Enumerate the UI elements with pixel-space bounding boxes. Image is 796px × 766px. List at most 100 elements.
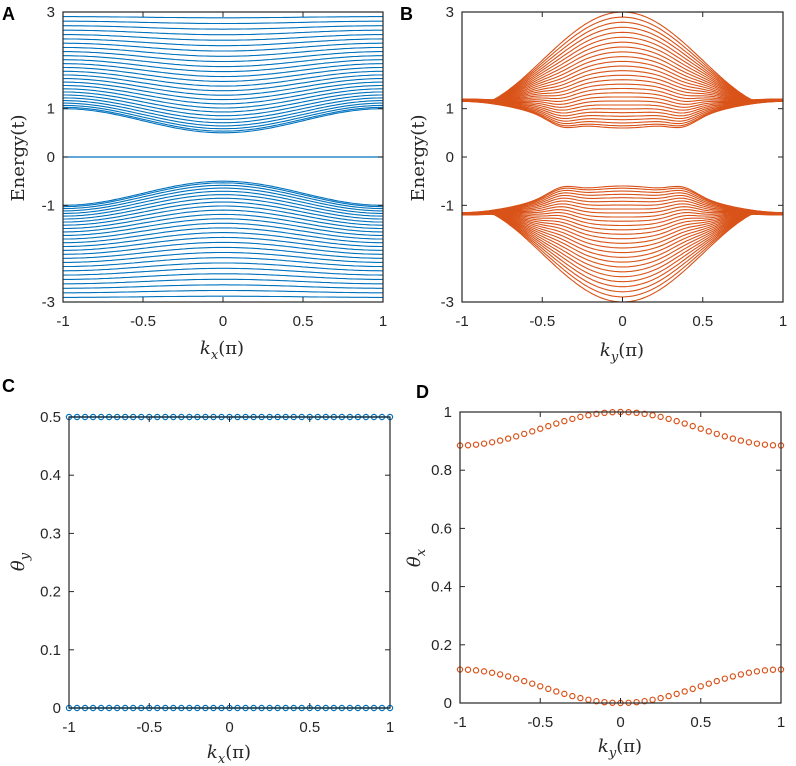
band-line: [462, 212, 783, 278]
y-tick-label: 0.4: [40, 467, 61, 484]
marker-lower: [753, 668, 761, 675]
band-line: [462, 213, 783, 302]
band-line: [462, 211, 783, 227]
marker-lower: [561, 690, 568, 698]
band-line: [462, 194, 783, 214]
marker-lower: [713, 677, 721, 685]
y-tick-label: -1: [441, 197, 454, 214]
panel-c: C -1 -0.5 0 0.5 1 0 0.1 0.2 0.3 0.4 0.5 kx(π) θy: [2, 376, 394, 766]
band-line: [63, 209, 383, 230]
x-tick-label: -1: [62, 719, 75, 736]
marker-lower: [705, 680, 712, 687]
band-line: [63, 197, 383, 220]
panel-letter-a: A: [2, 4, 15, 24]
marker-upper: [673, 417, 680, 425]
x-tick-label: 0: [618, 313, 626, 330]
band-line: [462, 206, 783, 214]
y-tick-label: 0: [47, 149, 55, 166]
axes-c: -1 -0.5 0 0.5 1 0 0.1 0.2 0.3 0.4 0.5: [40, 409, 394, 736]
marker-upper: [745, 439, 753, 446]
band-line: [462, 51, 783, 102]
band-line: [462, 100, 783, 122]
y-tick-label: 0.3: [40, 525, 61, 542]
band-line: [63, 232, 383, 248]
plot-area-d: [456, 408, 785, 707]
svg-text:θx: θx: [404, 548, 429, 567]
band-line: [462, 213, 783, 293]
marker-upper: [464, 442, 472, 449]
marker-lower: [657, 694, 664, 702]
band-line: [63, 289, 383, 294]
marker-upper: [585, 411, 592, 419]
band-line: [63, 236, 383, 251]
band-line: [462, 213, 783, 288]
y-axis-label-d-main: θ: [404, 556, 425, 567]
band-line: [63, 55, 383, 68]
band-line: [462, 31, 783, 101]
y-axis-label-c-sub: y: [18, 552, 33, 561]
band-line: [462, 192, 783, 214]
y-tick-label: 0: [446, 149, 454, 166]
axes-frame: [459, 411, 782, 704]
y-axis-label-b: Energy(t): [408, 115, 429, 202]
band-line: [462, 74, 783, 103]
y-tick-label: 0.6: [431, 520, 452, 537]
band-line: [462, 92, 783, 104]
band-line: [63, 182, 383, 208]
y-tick-label: 1: [446, 101, 454, 118]
x-tick-label: 1: [386, 719, 394, 736]
x-axis-label-c-main: k: [207, 742, 218, 763]
band-line: [63, 184, 383, 210]
x-axis-label-a-main: k: [200, 338, 211, 359]
band-line: [63, 273, 383, 280]
y-tick-label: 0: [53, 700, 61, 717]
band-line: [63, 284, 383, 289]
band-line: [462, 211, 783, 231]
band-line: [462, 189, 783, 214]
x-axis-label-b-sub: y: [610, 350, 619, 365]
marker-upper: [561, 417, 568, 425]
band-line: [462, 213, 783, 298]
band-line: [63, 262, 383, 272]
marker-lower: [529, 680, 536, 687]
plot-area-b: [462, 12, 783, 302]
band-line: [63, 42, 383, 52]
axes-frame: [461, 11, 784, 303]
marker-lower: [537, 683, 544, 690]
marker-lower: [673, 690, 680, 698]
panel-letter-b: B: [400, 4, 413, 24]
x-axis-label-d: ky(π): [598, 736, 642, 761]
marker-lower: [545, 685, 552, 693]
marker-upper: [769, 442, 777, 449]
band-line: [462, 209, 783, 218]
y-tick-label: 0.2: [40, 584, 61, 601]
band-line: [63, 91, 383, 113]
marker-upper: [480, 440, 488, 447]
marker-lower: [593, 697, 600, 705]
y-tick-label: 0.8: [431, 462, 452, 479]
band-line: [462, 70, 783, 103]
band-line: [462, 96, 783, 105]
band-line: [462, 36, 783, 102]
band-line: [462, 100, 783, 114]
x-tick-label: 1: [379, 313, 387, 330]
marker-lower: [729, 673, 737, 680]
x-axis-label-a-rest: (π): [218, 338, 244, 359]
band-line: [63, 81, 383, 101]
svg-text:θy: θy: [8, 552, 33, 571]
band-line: [63, 97, 383, 120]
band-line: [462, 212, 783, 268]
marker-lower: [633, 698, 640, 706]
x-tick-label: -1: [453, 714, 466, 731]
marker-upper: [512, 433, 520, 440]
x-axis-label-d-main: k: [598, 736, 609, 757]
band-line: [462, 12, 783, 101]
band-line: [462, 79, 783, 103]
marker-upper: [633, 409, 640, 417]
band-line: [63, 102, 383, 127]
y-axis-label-a: Energy(t): [8, 115, 29, 202]
y-tick-label: 0.4: [431, 579, 452, 596]
band-line: [63, 46, 383, 57]
